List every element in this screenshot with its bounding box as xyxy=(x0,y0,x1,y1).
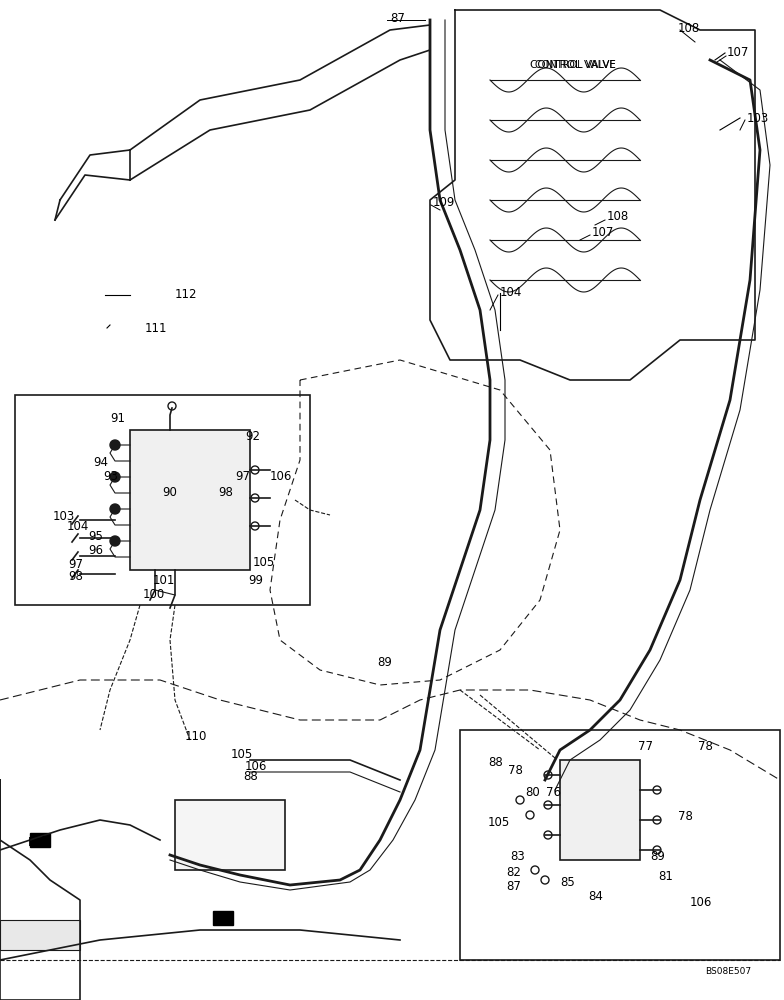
Text: 93: 93 xyxy=(103,471,118,484)
Text: 88: 88 xyxy=(488,756,503,768)
Text: CONTROL VALVE: CONTROL VALVE xyxy=(530,60,616,70)
Text: 105: 105 xyxy=(488,816,510,828)
Bar xyxy=(460,730,780,960)
Text: 106: 106 xyxy=(690,896,713,908)
Text: 104: 104 xyxy=(67,520,89,534)
Text: 104: 104 xyxy=(500,286,522,300)
Bar xyxy=(0,920,80,950)
Bar xyxy=(175,800,285,870)
Text: 101: 101 xyxy=(153,574,176,586)
Circle shape xyxy=(110,504,120,514)
Circle shape xyxy=(110,472,120,482)
Text: 98: 98 xyxy=(68,570,83,584)
Text: 76: 76 xyxy=(546,786,561,798)
Text: BS08E507: BS08E507 xyxy=(705,968,751,976)
Text: 78: 78 xyxy=(698,740,713,754)
Text: 99: 99 xyxy=(248,574,263,586)
Text: 105: 105 xyxy=(253,556,275,568)
Text: 103: 103 xyxy=(53,510,75,524)
Text: 87: 87 xyxy=(506,880,521,894)
Text: 112: 112 xyxy=(175,288,198,302)
Bar xyxy=(130,430,250,570)
Text: 96: 96 xyxy=(88,544,103,556)
Text: 91: 91 xyxy=(110,412,125,424)
Text: 109: 109 xyxy=(433,196,456,209)
Text: 110: 110 xyxy=(185,730,208,744)
Text: 88: 88 xyxy=(243,770,258,784)
Text: 106: 106 xyxy=(270,471,292,484)
Text: I: I xyxy=(28,836,31,850)
Text: 107: 107 xyxy=(727,46,750,60)
Text: 100: 100 xyxy=(143,587,165,600)
Polygon shape xyxy=(430,10,755,380)
Text: 89: 89 xyxy=(650,850,665,863)
Text: 105: 105 xyxy=(231,748,253,760)
Text: 107: 107 xyxy=(592,226,615,238)
Text: 90: 90 xyxy=(162,486,177,498)
Text: 80: 80 xyxy=(525,786,539,798)
Text: H: H xyxy=(223,916,232,930)
Text: 95: 95 xyxy=(88,530,103,544)
Polygon shape xyxy=(30,833,50,847)
Text: 85: 85 xyxy=(560,876,575,888)
Text: 78: 78 xyxy=(508,764,523,776)
Bar xyxy=(15,395,310,605)
Text: 84: 84 xyxy=(588,890,603,904)
Text: 108: 108 xyxy=(607,211,630,224)
Polygon shape xyxy=(213,911,233,925)
Text: 81: 81 xyxy=(658,870,673,884)
Text: 87: 87 xyxy=(390,11,405,24)
Text: 94: 94 xyxy=(93,456,108,468)
Text: 108: 108 xyxy=(678,21,700,34)
Text: 89: 89 xyxy=(377,656,392,668)
Text: 83: 83 xyxy=(510,850,524,863)
Text: CONTROL VALVE: CONTROL VALVE xyxy=(535,60,615,70)
Text: 103: 103 xyxy=(747,111,769,124)
Text: 92: 92 xyxy=(245,430,260,444)
Text: 77: 77 xyxy=(638,740,653,754)
Text: 106: 106 xyxy=(245,760,267,774)
Text: 98: 98 xyxy=(218,486,233,498)
Text: 78: 78 xyxy=(678,810,693,824)
Circle shape xyxy=(110,440,120,450)
Text: 82: 82 xyxy=(506,865,521,879)
Text: 111: 111 xyxy=(145,322,168,334)
Text: 97: 97 xyxy=(68,558,83,570)
Circle shape xyxy=(110,536,120,546)
Text: 97: 97 xyxy=(235,471,250,484)
Bar xyxy=(560,760,640,860)
